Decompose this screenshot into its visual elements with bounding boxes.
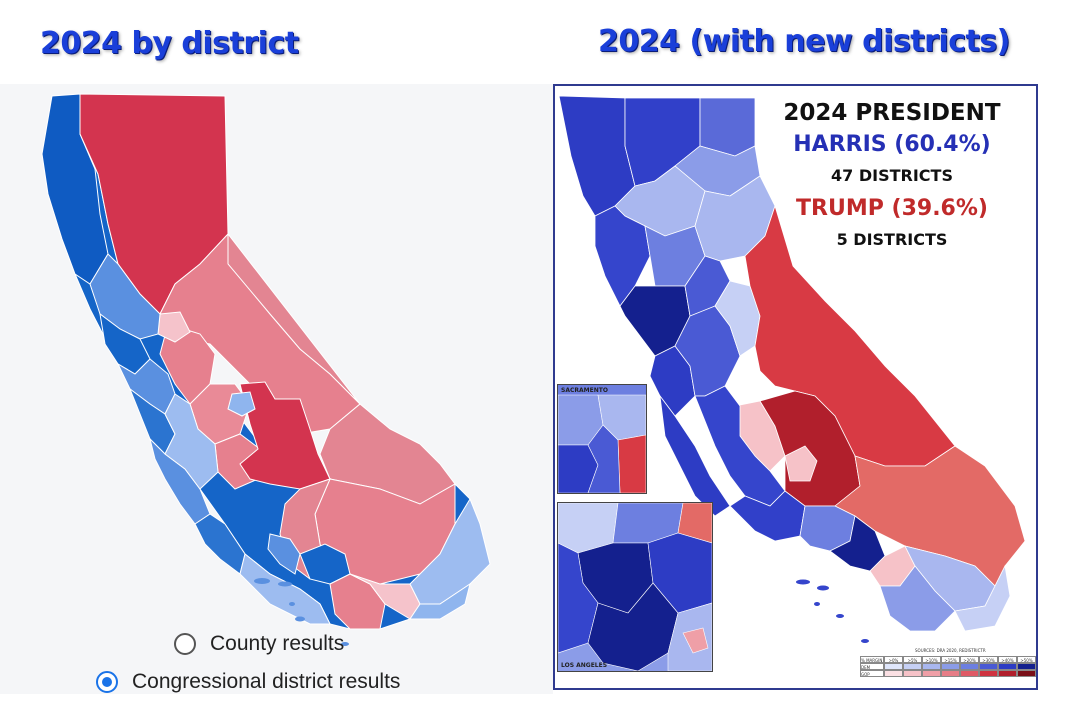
legend-dem-swatch (884, 663, 903, 670)
sacramento-label: SACRAMENTO (561, 387, 608, 394)
right-map-heading: 2024 (with new districts) (598, 24, 1010, 59)
legend-gop-swatch (922, 670, 941, 677)
right-map-panel: 2024 PRESIDENT HARRIS (60.4%) 47 DISTRIC… (553, 84, 1038, 690)
district-results-option[interactable]: Congressional district results (96, 670, 400, 694)
legend-bucket-label: >15% (941, 656, 960, 663)
legend-gop-swatch (1017, 670, 1036, 677)
district-results-label: Congressional district results (132, 670, 401, 693)
county-radio-button[interactable] (174, 633, 196, 655)
left-map-panel: County results Congressional district re… (0, 84, 553, 694)
legend-gop-swatch (884, 670, 903, 677)
legend-dem-swatch (998, 663, 1017, 670)
legend-bucket-label: >30% (979, 656, 998, 663)
district-radio-button[interactable] (96, 671, 118, 693)
legend-bucket-label: >20% (960, 656, 979, 663)
legend-dem-label: DEM (860, 663, 884, 670)
legend-gop-swatch (903, 670, 922, 677)
legend-dem-swatch (960, 663, 979, 670)
left-map-heading: 2024 by district (40, 26, 299, 61)
trump-result: TRUMP (39.6%) (796, 196, 988, 221)
legend-bucket-label: >0% (884, 656, 903, 663)
california-new-district-map (558, 95, 1026, 643)
legend-dem-swatch (941, 663, 960, 670)
harris-result: HARRIS (60.4%) (793, 132, 991, 157)
los-angeles-inset: LOS ANGELES (557, 502, 713, 672)
legend-bucket-label: >50% (1017, 656, 1036, 663)
chart-title: 2024 PRESIDENT (783, 100, 1001, 126)
sources-note: SOURCES: DRA 2020, REDISTRICTR (915, 648, 986, 653)
legend-dem-swatch (922, 663, 941, 670)
legend-gop-label: GOP (860, 670, 884, 677)
sacramento-inset: SACRAMENTO (557, 384, 647, 494)
trump-district-count: 5 DISTRICTS (836, 230, 948, 249)
margin-legend: % MARGIN >0% >5% >10% >15% >20% >30% >40% >50% … (860, 656, 1036, 682)
county-results-option[interactable]: County results (174, 632, 344, 656)
legend-margin-label: % MARGIN (860, 656, 884, 663)
legend-bucket-label: >5% (903, 656, 922, 663)
harris-district-count: 47 DISTRICTS (831, 166, 953, 185)
legend-gop-swatch (998, 670, 1017, 677)
legend-bucket-label: >40% (998, 656, 1017, 663)
legend-gop-swatch (979, 670, 998, 677)
legend-dem-swatch (903, 663, 922, 670)
legend-dem-swatch (1017, 663, 1036, 670)
legend-gop-swatch (941, 670, 960, 677)
county-results-label: County results (210, 632, 345, 655)
legend-dem-swatch (979, 663, 998, 670)
los-angeles-label: LOS ANGELES (561, 662, 608, 669)
legend-gop-swatch (960, 670, 979, 677)
legend-bucket-label: >10% (922, 656, 941, 663)
california-district-map (41, 93, 491, 646)
